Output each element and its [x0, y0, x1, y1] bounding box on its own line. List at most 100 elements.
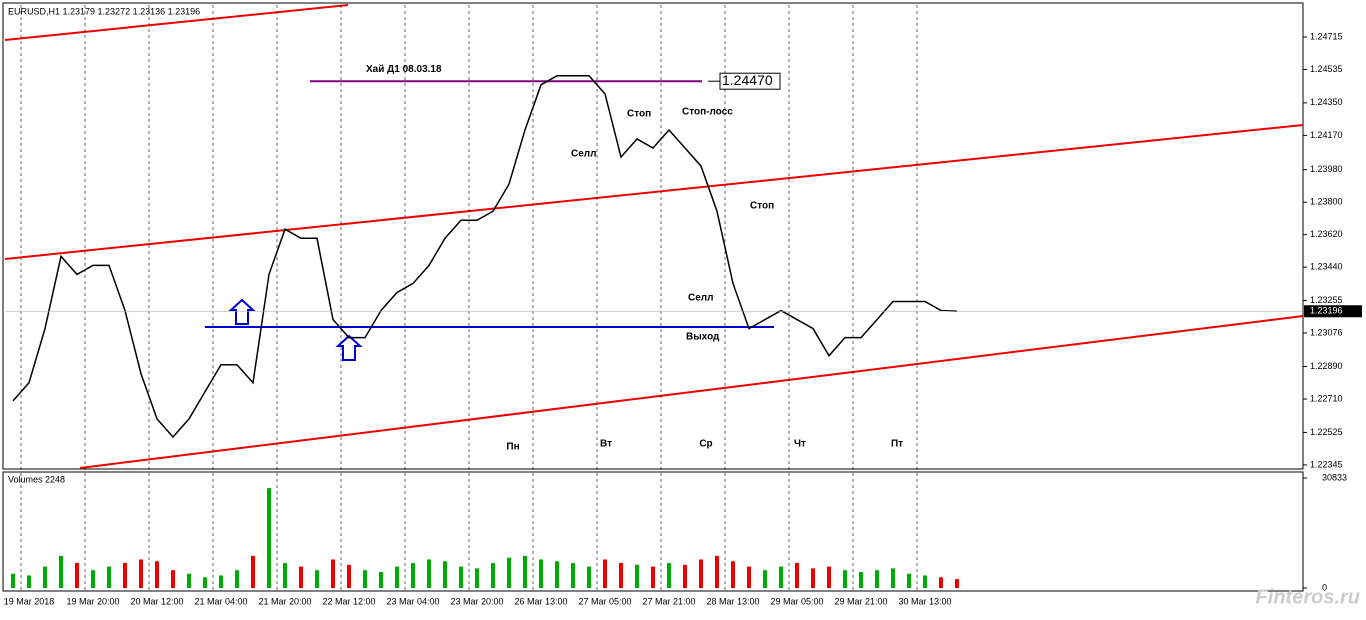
volume-bar	[75, 563, 79, 588]
annotation: Выход	[686, 332, 720, 343]
y-tick-label: 1.23800	[1310, 197, 1343, 207]
volume-bar	[827, 566, 831, 588]
x-tick-label: 19 Mar 20:00	[66, 596, 119, 606]
last-price-box	[1304, 305, 1362, 318]
volume-bar	[11, 573, 15, 588]
volume-bar	[251, 555, 255, 588]
v-tick-label: 0	[1322, 582, 1327, 592]
volume-bar	[219, 575, 223, 588]
volume-bar	[875, 570, 879, 588]
volume-bar	[235, 570, 239, 588]
volume-bar	[539, 559, 543, 588]
volume-bar	[395, 566, 399, 588]
x-tick-label: 29 Mar 05:00	[770, 596, 823, 606]
annotation: Селл	[688, 293, 714, 304]
volume-bar	[379, 571, 383, 588]
volume-bar	[363, 570, 367, 588]
volume-bar	[635, 564, 639, 588]
x-tick-label: 19 Mar 2018	[4, 596, 55, 606]
y-tick-label: 1.23255	[1310, 295, 1343, 305]
level-box	[719, 72, 781, 90]
day-label: Ср	[699, 439, 712, 450]
volume-bar	[123, 563, 127, 588]
x-tick-label: 30 Mar 13:00	[898, 596, 951, 606]
volume-bar	[699, 559, 703, 588]
volume-title: Volumes 2248	[8, 474, 65, 484]
volume-bar	[683, 564, 687, 588]
x-tick-label: 20 Mar 12:00	[130, 596, 183, 606]
volume-bar	[443, 561, 447, 588]
volume-bar	[331, 559, 335, 588]
x-tick-label: 21 Mar 04:00	[194, 596, 247, 606]
x-tick-label: 23 Mar 20:00	[450, 596, 503, 606]
day-label: Пт	[891, 439, 903, 450]
day-label: Вт	[600, 439, 612, 450]
volume-bar	[315, 570, 319, 588]
y-tick-label: 1.22345	[1310, 459, 1343, 469]
x-tick-label: 26 Mar 13:00	[514, 596, 567, 606]
trend-line	[4, 124, 1304, 260]
volume-bar	[91, 570, 95, 588]
x-tick-label: 23 Mar 04:00	[386, 596, 439, 606]
price-line	[12, 75, 958, 439]
trend-line	[79, 315, 1304, 469]
day-label: Пн	[506, 442, 519, 453]
y-tick-label: 1.23440	[1310, 262, 1343, 272]
level-name: Хай Д1 08.03.18	[366, 64, 442, 75]
y-tick-label: 1.22710	[1310, 393, 1343, 403]
volume-bar	[923, 575, 927, 588]
volume-bar	[955, 579, 959, 588]
volume-bar	[187, 573, 191, 588]
volume-bar	[891, 568, 895, 588]
volume-bar	[475, 568, 479, 588]
volume-bar	[555, 561, 559, 588]
volume-bar	[43, 566, 47, 588]
volume-bar	[843, 570, 847, 588]
v-tick-label: 30833	[1322, 472, 1347, 482]
volume-bar	[747, 566, 751, 588]
volume-bar	[587, 566, 591, 588]
x-tick-label: 29 Mar 21:00	[834, 596, 887, 606]
volume-bar	[203, 577, 207, 588]
arrow-up	[335, 334, 363, 361]
x-tick-label: 21 Mar 20:00	[258, 596, 311, 606]
y-tick-label: 1.23620	[1310, 229, 1343, 239]
x-tick-label: 27 Mar 05:00	[578, 596, 631, 606]
y-tick-label: 1.22525	[1310, 427, 1343, 437]
annotation: Стоп	[750, 201, 774, 212]
y-tick-label: 1.23076	[1310, 327, 1343, 337]
volume-bar	[667, 563, 671, 588]
volume-bar	[107, 566, 111, 588]
volume-bar	[651, 566, 655, 588]
y-tick-label: 1.23980	[1310, 164, 1343, 174]
header: EURUSD,H1 1.23179 1.23272 1.23136 1.2319…	[8, 6, 200, 16]
watermark: Finteros.ru	[1256, 586, 1360, 608]
volume-bar	[779, 566, 783, 588]
y-tick-label: 1.24535	[1310, 64, 1343, 74]
y-tick-label: 1.24715	[1310, 31, 1343, 41]
volume-bar	[347, 564, 351, 588]
volume-bar	[603, 559, 607, 588]
volume-bar	[795, 563, 799, 588]
volume-bar	[619, 563, 623, 588]
trend-line	[4, 4, 349, 41]
volume-bar	[939, 577, 943, 588]
volume-bar	[267, 488, 271, 588]
annotation: Стоп-лосс	[682, 107, 733, 118]
day-label: Чт	[794, 439, 806, 450]
last-price-label: 1.23196	[1310, 306, 1343, 316]
arrow-down	[228, 298, 256, 325]
volume-bar	[427, 559, 431, 588]
volume-bar	[139, 559, 143, 588]
volume-bar	[27, 575, 31, 588]
volume-bar	[811, 568, 815, 588]
y-tick-label: 1.24350	[1310, 97, 1343, 107]
x-tick-label: 22 Mar 12:00	[322, 596, 375, 606]
annotation: Селл	[571, 149, 597, 160]
volume-bar	[411, 563, 415, 588]
price-panel	[2, 2, 1304, 470]
x-tick-label: 28 Mar 13:00	[706, 596, 759, 606]
x-tick-label: 27 Mar 21:00	[642, 596, 695, 606]
volume-bar	[299, 566, 303, 588]
